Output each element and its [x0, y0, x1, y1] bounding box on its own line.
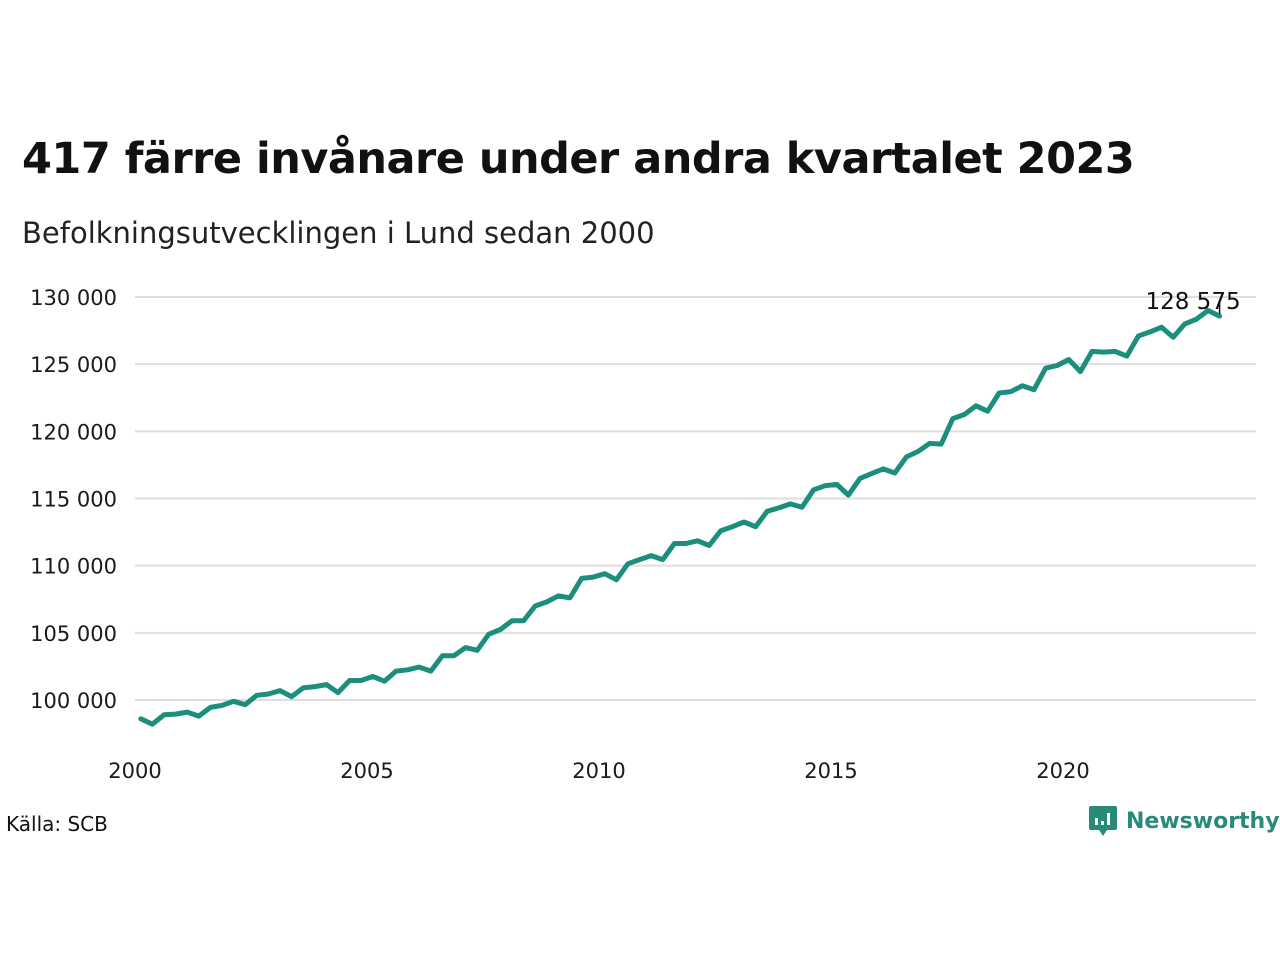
end-value-label: 128 575 — [1145, 289, 1240, 315]
x-tick-label: 2005 — [340, 759, 393, 783]
series-layer — [138, 308, 1223, 727]
brand-name: Newsworthy — [1126, 808, 1280, 834]
gridlines — [135, 296, 1256, 701]
y-tick-label: 120 000 — [30, 420, 117, 444]
y-axis-tick-labels: 100 000 105 000 110 000 115 000 120 000 125 0… — [30, 286, 117, 713]
series-line — [138, 308, 1223, 727]
y-tick-label: 100 000 — [30, 689, 117, 713]
x-tick-label: 2010 — [572, 759, 625, 783]
y-tick-label: 110 000 — [30, 555, 117, 579]
annotation-layer: 128 575 — [1145, 289, 1240, 315]
newsworthy-logo: Newsworthy — [1088, 804, 1280, 838]
line-chart: 100 000 105 000 110 000 115 000 120 000 125 0… — [30, 286, 1256, 783]
x-tick-label: 2000 — [108, 759, 161, 783]
y-tick-label: 115 000 — [30, 488, 117, 512]
x-axis-tick-labels: 2000 2005 2010 2015 2020 — [108, 759, 1089, 783]
x-tick-label: 2020 — [1036, 759, 1089, 783]
y-tick-label: 130 000 — [30, 286, 117, 310]
x-tick-label: 2015 — [804, 759, 857, 783]
newsworthy-logo-icon — [1089, 806, 1117, 836]
chart-title: 417 färre invånare under andra kvartalet… — [22, 134, 1135, 184]
chart-subtitle: Befolkningsutvecklingen i Lund sedan 200… — [22, 216, 655, 250]
source-note: Källa: SCB — [6, 812, 108, 836]
y-tick-label: 105 000 — [30, 622, 117, 646]
y-tick-label: 125 000 — [30, 353, 117, 377]
